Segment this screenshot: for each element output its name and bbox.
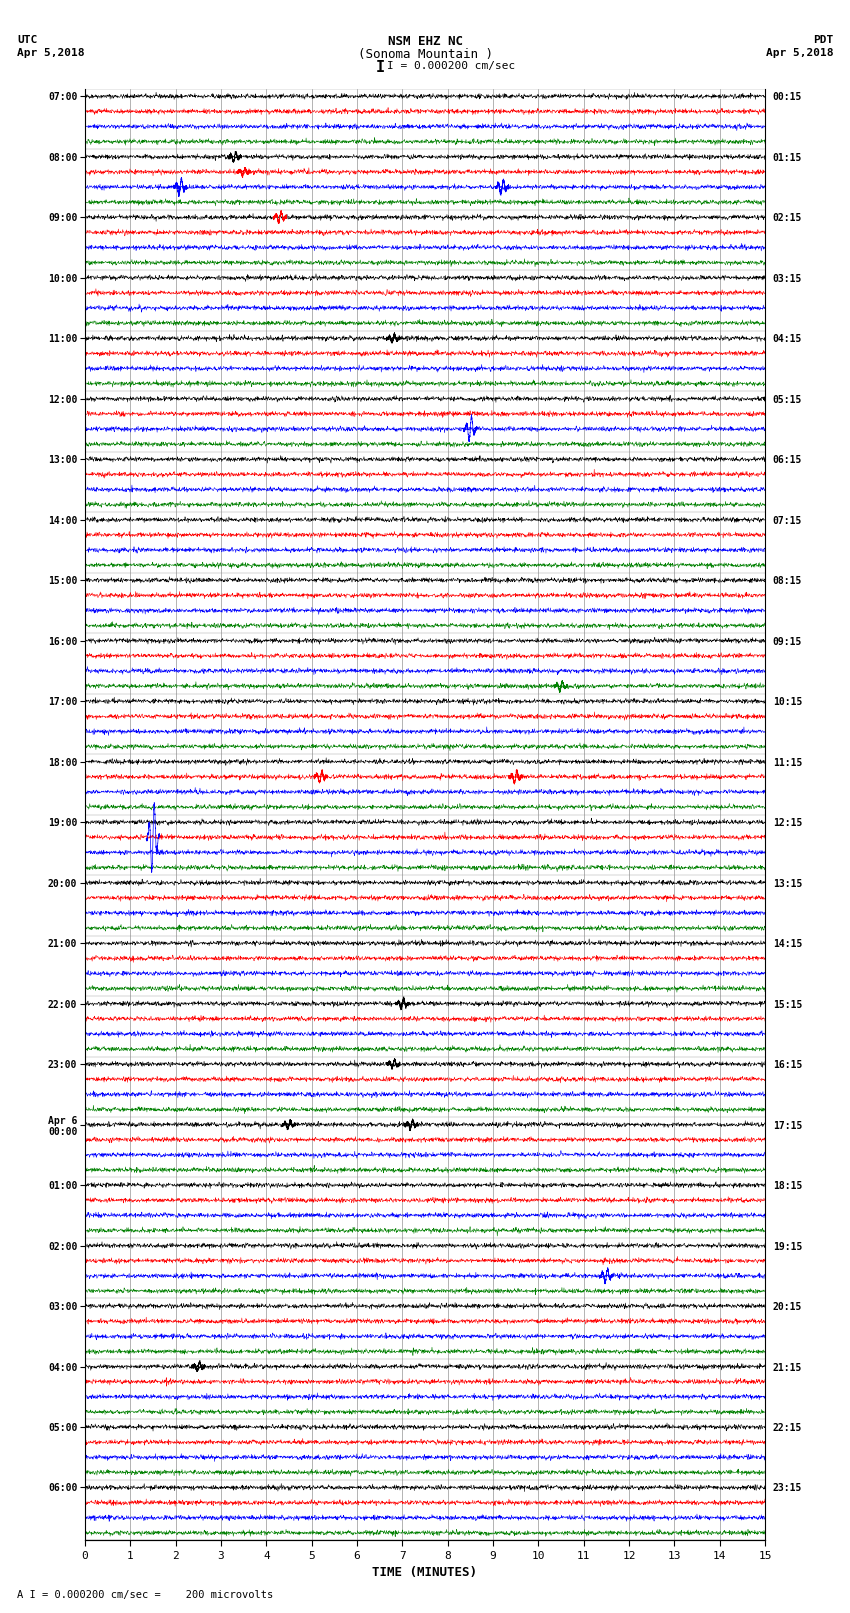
Text: I = 0.000200 cm/sec: I = 0.000200 cm/sec [387, 61, 515, 71]
Text: UTC: UTC [17, 35, 37, 45]
Text: Apr 5,2018: Apr 5,2018 [17, 48, 84, 58]
Text: A I = 0.000200 cm/sec =    200 microvolts: A I = 0.000200 cm/sec = 200 microvolts [17, 1590, 273, 1600]
Text: NSM EHZ NC: NSM EHZ NC [388, 35, 462, 48]
Text: PDT: PDT [813, 35, 833, 45]
Text: I: I [376, 60, 384, 74]
Text: Apr 5,2018: Apr 5,2018 [766, 48, 833, 58]
X-axis label: TIME (MINUTES): TIME (MINUTES) [372, 1566, 478, 1579]
Text: (Sonoma Mountain ): (Sonoma Mountain ) [358, 48, 492, 61]
